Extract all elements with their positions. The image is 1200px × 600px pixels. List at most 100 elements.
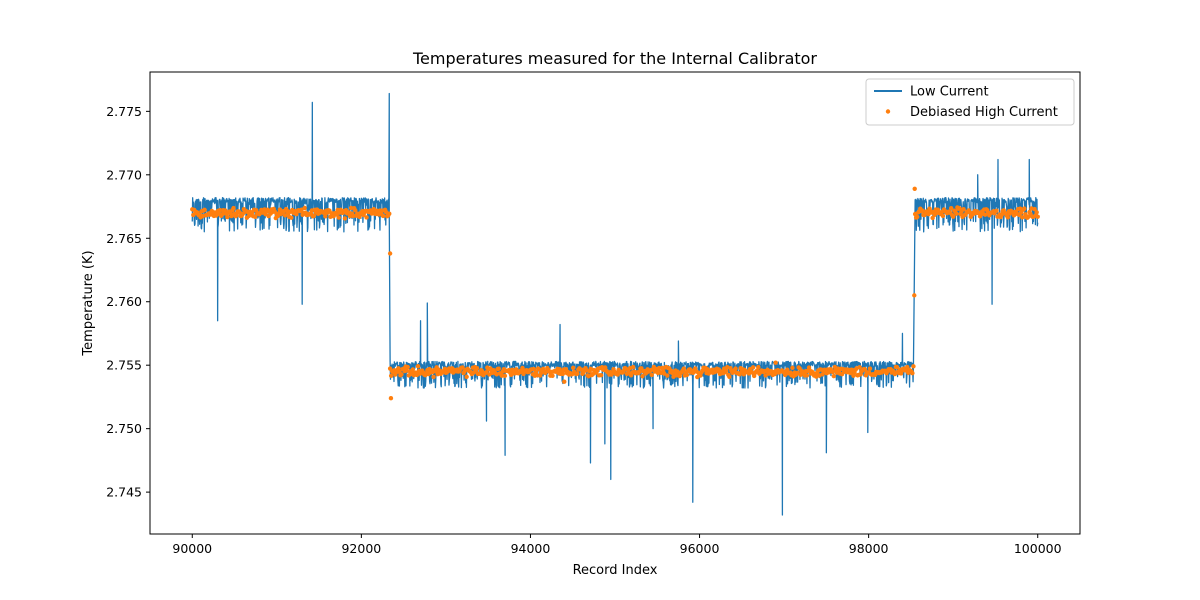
- scatter-point: [727, 374, 732, 380]
- y-tick-label: 2.760: [106, 294, 142, 309]
- scatter-point: [464, 374, 469, 379]
- scatter-point: [289, 215, 294, 220]
- y-axis: 2.745 2.750 2.755 2.760 2.765 2.770 2.775: [106, 104, 150, 500]
- scatter-point: [1032, 206, 1037, 212]
- series-scatter-debiased-high-current: [190, 186, 1040, 401]
- scatter-point: [940, 213, 946, 219]
- scatter-point: [830, 369, 835, 375]
- scatter-point: [364, 215, 369, 220]
- y-tick-label: 2.750: [106, 421, 142, 436]
- scatter-point: [637, 369, 642, 375]
- plot-content: [190, 92, 1040, 516]
- scatter-point: [1022, 206, 1027, 211]
- scatter-point: [562, 379, 567, 384]
- scatter-point: [831, 373, 837, 379]
- scatter-point: [598, 372, 604, 378]
- scatter-point: [550, 373, 555, 379]
- scatter-point: [388, 373, 394, 378]
- scatter-point: [912, 293, 917, 298]
- scatter-point: [231, 205, 236, 211]
- series-line-low-current: [191, 92, 1039, 516]
- legend-label-debiased-high-current: Debiased High Current: [910, 105, 1058, 120]
- scatter-point: [756, 364, 761, 370]
- scatter-point: [681, 366, 687, 371]
- x-tick-label: 96000: [680, 541, 720, 556]
- scatter-point: [804, 373, 810, 378]
- y-tick-label: 2.775: [106, 104, 142, 119]
- scatter-point: [396, 366, 401, 371]
- x-tick-label: 94000: [511, 541, 551, 556]
- scatter-point: [514, 367, 519, 372]
- scatter-point: [1005, 215, 1011, 220]
- scatter-point: [640, 374, 645, 379]
- scatter-point: [229, 213, 234, 219]
- scatter-point: [323, 214, 328, 219]
- scatter-point: [496, 366, 501, 371]
- y-tick-label: 2.770: [106, 167, 142, 182]
- scatter-point: [294, 212, 299, 217]
- scatter-point: [630, 364, 636, 370]
- legend-box: [865, 78, 1075, 126]
- scatter-point: [460, 365, 465, 370]
- scatter-point: [982, 212, 988, 217]
- scatter-point: [912, 186, 917, 191]
- x-tick-label: 98000: [849, 541, 889, 556]
- scatter-point: [353, 208, 358, 213]
- scatter-point: [387, 211, 392, 216]
- scatter-point: [405, 364, 410, 370]
- legend: Low Current Debiased High Current: [865, 78, 1075, 126]
- scatter-point: [502, 373, 508, 379]
- scatter-point: [234, 213, 239, 218]
- scatter-point: [415, 364, 421, 369]
- scatter-point: [665, 373, 670, 378]
- scatter-point: [910, 371, 915, 376]
- scatter-point: [217, 207, 223, 213]
- scatter-point: [499, 373, 505, 378]
- scatter-point: [1020, 215, 1025, 220]
- scatter-point: [1034, 210, 1039, 215]
- scatter-point: [311, 213, 317, 218]
- scatter-point: [930, 215, 935, 221]
- chart-title: Temperatures measured for the Internal C…: [412, 49, 817, 68]
- scatter-point: [357, 214, 362, 220]
- y-tick-label: 2.765: [106, 231, 142, 246]
- plot-frame: [149, 71, 1081, 535]
- scatter-point: [649, 372, 654, 378]
- scatter-point: [867, 366, 873, 371]
- scatter-point: [892, 371, 898, 377]
- scatter-point: [894, 364, 900, 370]
- scatter-point: [724, 368, 729, 374]
- scatter-point: [399, 372, 404, 377]
- y-tick-label: 2.745: [106, 485, 142, 500]
- scatter-point: [994, 208, 999, 213]
- scatter-point: [575, 371, 580, 376]
- scatter-point: [410, 367, 416, 372]
- scatter-point: [202, 207, 207, 213]
- scatter-point: [531, 366, 537, 372]
- scatter-point: [560, 371, 566, 377]
- scatter-point: [750, 365, 756, 370]
- scatter-point: [785, 367, 790, 372]
- y-axis-label: Temperature (K): [81, 250, 96, 356]
- x-tick-label: 100000: [1014, 541, 1062, 556]
- scatter-point: [773, 360, 778, 365]
- scatter-point: [948, 206, 954, 211]
- scatter-point: [336, 215, 341, 220]
- scatter-point: [684, 372, 690, 378]
- scatter-point: [570, 365, 576, 370]
- scatter-point: [225, 214, 230, 220]
- x-tick-label: 90000: [172, 541, 212, 556]
- scatter-point: [1035, 214, 1040, 219]
- scatter-point: [431, 374, 436, 380]
- scatter-point: [474, 365, 480, 371]
- scatter-point: [954, 211, 959, 216]
- scatter-point: [388, 395, 394, 401]
- scatter-point: [898, 371, 904, 376]
- x-axis-label: Record Index: [573, 563, 658, 578]
- scatter-point: [790, 365, 795, 371]
- scatter-point: [302, 205, 307, 211]
- scatter-point: [911, 364, 916, 369]
- scatter-point: [380, 213, 386, 219]
- x-tick-label: 92000: [341, 541, 381, 556]
